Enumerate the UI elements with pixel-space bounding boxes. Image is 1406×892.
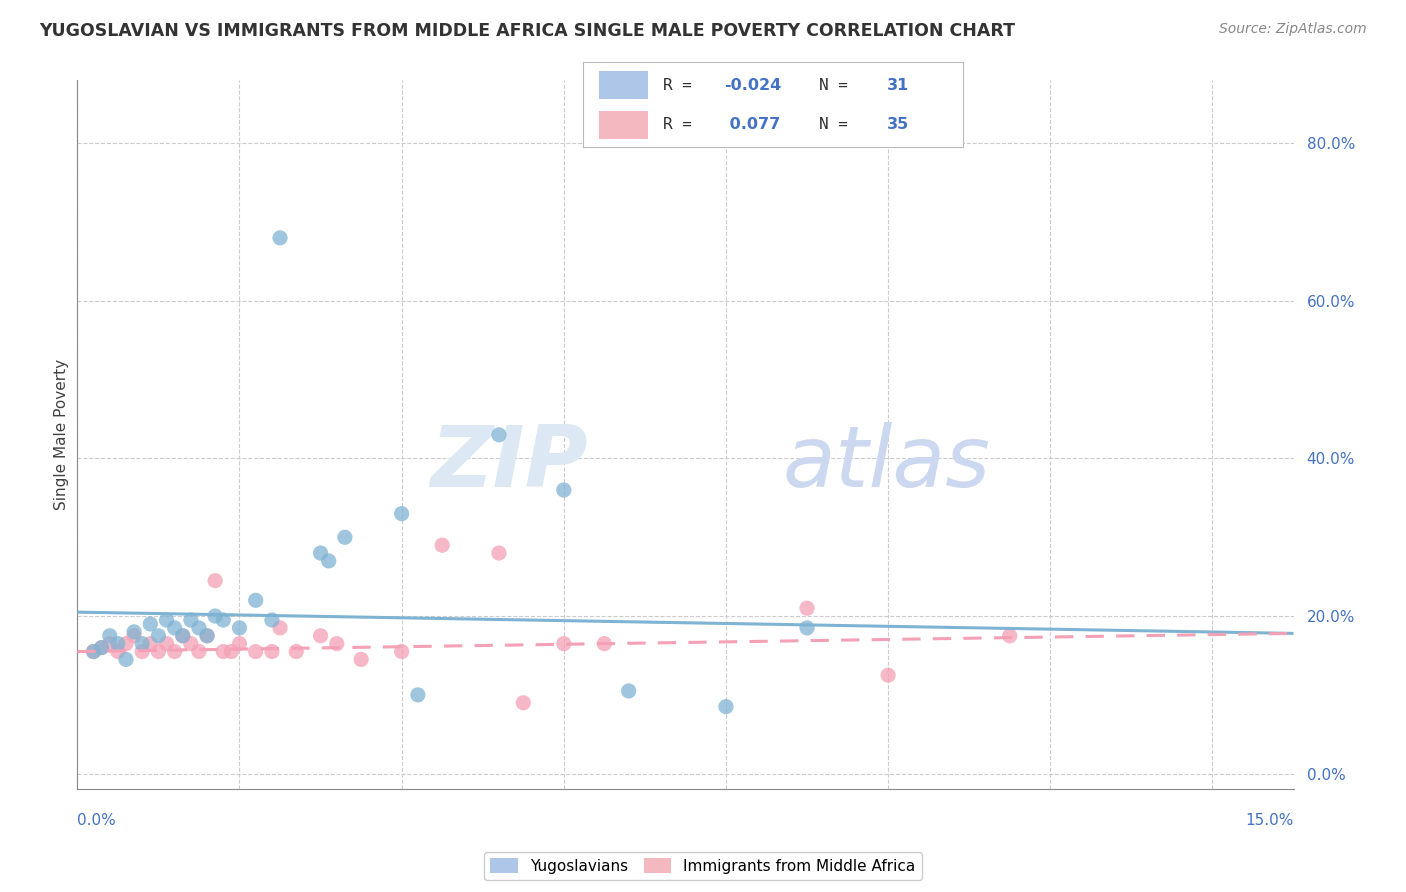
Point (245, 593, 267, 607)
Point (204, 609, 226, 624)
Point (90, 640, 112, 655)
Point (172, 629, 194, 643)
Point (172, 629, 194, 643)
Point (188, 621, 211, 635)
Text: YUGOSLAVIAN VS IMMIGRANTS FROM MIDDLE AFRICA SINGLE MALE POVERTY CORRELATION CHA: YUGOSLAVIAN VS IMMIGRANTS FROM MIDDLE AF… (39, 22, 1015, 40)
Point (260, 644, 283, 658)
Point (139, 617, 162, 632)
Point (148, 644, 170, 658)
Text: Source: ZipAtlas.com: Source: ZipAtlas.com (1219, 22, 1367, 37)
Point (228, 637, 250, 651)
Point (155, 637, 177, 651)
Point (212, 644, 235, 658)
Point (796, 621, 818, 635)
Point (350, 652, 373, 666)
Point (90, 640, 112, 655)
Point (432, 538, 454, 552)
Bar (599, 71, 648, 99)
Point (333, 530, 356, 544)
Text: 15.0%: 15.0% (1246, 814, 1294, 828)
Legend: Yugoslavians, Immigrants from Middle Africa: Yugoslavians, Immigrants from Middle Afr… (484, 852, 922, 880)
Point (391, 507, 413, 521)
Point (155, 613, 177, 627)
Point (406, 688, 429, 702)
Point (998, 629, 1021, 643)
Point (83, 644, 105, 658)
Text: atlas: atlas (783, 422, 991, 505)
Point (107, 644, 129, 658)
Text: 35: 35 (887, 117, 910, 132)
Bar (599, 111, 648, 139)
Point (221, 644, 243, 658)
Point (553, 483, 575, 497)
Point (115, 652, 138, 666)
Point (212, 613, 235, 627)
Point (714, 699, 737, 714)
Point (269, 621, 291, 635)
Point (617, 684, 640, 698)
Point (391, 644, 413, 658)
Text: 0.0%: 0.0% (77, 814, 117, 828)
Point (122, 629, 145, 643)
Point (163, 621, 186, 635)
Point (131, 637, 153, 651)
Point (553, 637, 575, 651)
Point (180, 613, 202, 627)
Point (98, 637, 121, 651)
Point (877, 668, 900, 682)
Point (260, 613, 283, 627)
Text: ZIP: ZIP (430, 422, 588, 505)
Point (195, 629, 218, 643)
Point (195, 629, 218, 643)
Point (245, 644, 267, 658)
Point (228, 621, 250, 635)
Text: 31: 31 (887, 78, 910, 93)
Point (148, 629, 170, 643)
Point (131, 644, 153, 658)
Text: N =: N = (818, 78, 858, 93)
Point (98, 629, 121, 643)
Point (83, 644, 105, 658)
Point (204, 574, 226, 588)
Point (318, 554, 340, 568)
Point (309, 546, 332, 560)
Text: R =: R = (664, 117, 702, 132)
Point (163, 644, 186, 658)
Point (107, 637, 129, 651)
Text: N =: N = (818, 117, 858, 132)
Point (593, 637, 616, 651)
Point (139, 637, 162, 651)
Point (488, 546, 510, 560)
Point (309, 629, 332, 643)
Text: 0.077: 0.077 (724, 117, 780, 132)
Text: R =: R = (664, 78, 702, 93)
Point (180, 637, 202, 651)
Point (285, 644, 308, 658)
Point (512, 696, 534, 710)
Point (122, 624, 145, 639)
Point (326, 637, 349, 651)
Y-axis label: Single Male Poverty: Single Male Poverty (53, 359, 69, 510)
Point (269, 231, 291, 245)
Text: -0.024: -0.024 (724, 78, 782, 93)
Point (115, 637, 138, 651)
Point (796, 601, 818, 615)
Point (488, 428, 510, 442)
Point (188, 644, 211, 658)
